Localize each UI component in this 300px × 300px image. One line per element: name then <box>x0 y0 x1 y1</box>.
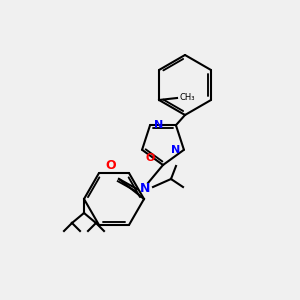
Text: O: O <box>105 159 116 172</box>
Text: N: N <box>140 182 150 194</box>
Text: N: N <box>154 120 163 130</box>
Text: N: N <box>171 145 180 155</box>
Text: CH₃: CH₃ <box>179 94 194 103</box>
Text: O: O <box>145 153 154 163</box>
